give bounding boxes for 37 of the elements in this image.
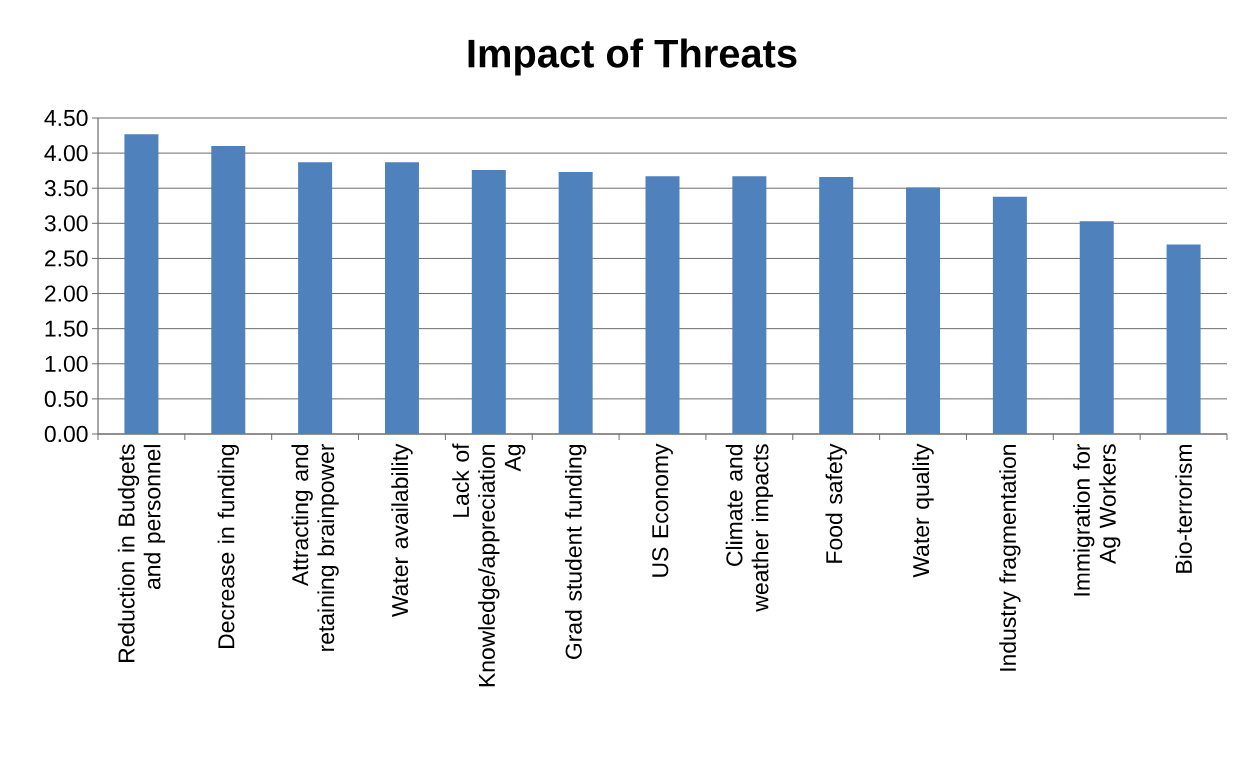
x-tick-label: Grad student funding — [564, 445, 587, 659]
y-tick-label: 2.50 — [45, 250, 88, 267]
bar — [1166, 244, 1201, 434]
bar — [211, 146, 246, 434]
x-tick-label: Reduction in Budgets and personnel — [117, 444, 166, 662]
x-tick-label: US Economy — [652, 443, 673, 577]
x-tick-label: Climate and weather impacts — [725, 444, 773, 612]
y-tick-label: 4.50 — [44, 109, 88, 127]
x-tick-label: Food safety — [825, 443, 847, 563]
x-tick-label: Industry fragmentation — [999, 445, 1021, 671]
y-tick-label: 3.00 — [44, 215, 88, 232]
x-tick-label: Decrease in funding — [217, 445, 239, 648]
bar — [471, 169, 506, 434]
bar — [906, 187, 941, 434]
x-tick-label: Water availability — [391, 443, 413, 618]
bar — [732, 176, 767, 434]
x-tick-label: Immigration for Ag Workers — [1073, 443, 1121, 596]
x-tick-label: Attracting and retaining brainpower — [291, 443, 339, 651]
chart-title: Impact of Threats — [468, 38, 797, 76]
bar — [558, 172, 593, 434]
y-tick-label: 0.00 — [44, 425, 88, 443]
y-tick-label: 4.00 — [44, 144, 88, 162]
bar — [124, 134, 159, 434]
x-tick-label: Lack of Knowledge/appreciation Ag — [452, 443, 526, 687]
y-tick-label: 2.00 — [45, 285, 88, 302]
bar — [384, 162, 419, 434]
x-tick-label: Water quality — [912, 443, 934, 578]
y-tick-label: 0.50 — [44, 390, 88, 407]
bar — [1079, 221, 1114, 434]
bar — [645, 176, 680, 434]
bar — [819, 176, 854, 434]
x-tick-label: Bio-terrorism — [1175, 445, 1192, 573]
y-tick-label: 3.50 — [44, 180, 88, 197]
bar — [298, 162, 333, 434]
bar — [992, 196, 1027, 434]
y-tick-label: 1.00 — [45, 355, 88, 372]
y-tick-label: 1.50 — [45, 320, 88, 337]
